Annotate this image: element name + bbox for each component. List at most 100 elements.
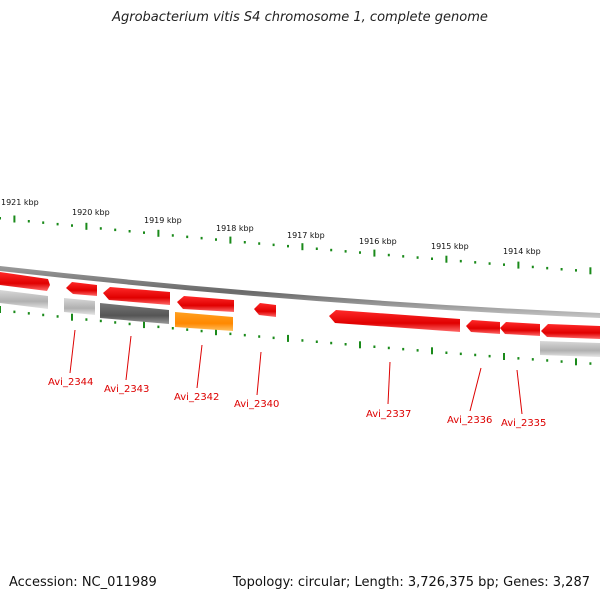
minor-tick: [589, 362, 592, 365]
minor-tick: [99, 319, 102, 323]
minor-tick: [531, 265, 534, 269]
gene-arrow[interactable]: [254, 303, 276, 317]
minor-tick: [445, 351, 448, 354]
minor-tick: [359, 251, 361, 254]
minor-tick: [503, 263, 505, 266]
gene-arrow[interactable]: [177, 296, 234, 312]
minor-tick: [330, 248, 333, 252]
minor-tick: [243, 241, 246, 244]
minor-tick: [56, 315, 59, 318]
gene-box-gray[interactable]: [540, 341, 600, 357]
minor-tick: [560, 268, 563, 271]
gene-label[interactable]: Avi_2342: [174, 392, 219, 403]
minor-tick: [215, 238, 217, 241]
lower-strand-genes: [0, 290, 600, 357]
major-tick: [71, 313, 73, 321]
minor-tick: [301, 339, 304, 342]
minor-tick: [560, 360, 563, 363]
minor-tick: [344, 343, 347, 346]
gene-label[interactable]: Avi_2340: [234, 399, 279, 410]
minor-tick: [459, 352, 462, 356]
minor-tick: [287, 244, 289, 248]
gene-box-orange[interactable]: [175, 312, 233, 331]
minor-tick: [459, 259, 462, 263]
minor-tick: [315, 247, 318, 250]
minor-tick: [13, 310, 16, 314]
minor-tick: [99, 227, 102, 230]
kbp-scale-labels: 1921 kbp 1920 kbp 1919 kbp 1918 kbp 1917…: [1, 198, 541, 256]
gene-arrow[interactable]: [66, 282, 97, 296]
gene-leader-lines: [69, 329, 523, 415]
minor-tick: [128, 322, 131, 326]
minor-tick: [200, 329, 203, 333]
minor-tick: [114, 228, 117, 232]
major-tick: [143, 321, 145, 329]
gene-label[interactable]: Avi_2343: [104, 384, 149, 395]
gene-label[interactable]: Avi_2336: [447, 415, 492, 426]
gene-box-gray[interactable]: [64, 298, 95, 315]
kbp-label: 1920 kbp: [72, 208, 110, 217]
upper-strand-genes: [0, 272, 600, 339]
minor-tick: [546, 266, 549, 270]
minor-tick: [186, 328, 189, 331]
minor-tick: [56, 222, 59, 226]
gene-arrow[interactable]: [466, 320, 500, 334]
minor-tick: [315, 340, 318, 343]
minor-tick: [42, 313, 45, 317]
minor-tick: [373, 345, 376, 348]
major-tick: [359, 341, 361, 349]
gene-label[interactable]: Avi_2337: [366, 409, 411, 420]
minor-tick: [114, 321, 117, 324]
gene-arrow[interactable]: [103, 287, 170, 305]
major-tick: [445, 255, 448, 263]
major-tick: [0, 306, 1, 313]
minor-tick: [531, 358, 534, 361]
minor-tick: [330, 341, 333, 345]
minor-tick: [546, 359, 549, 362]
minor-tick: [488, 262, 491, 265]
gene-arrow[interactable]: [541, 324, 600, 339]
major-tick: [157, 229, 160, 237]
gene-arrow[interactable]: [500, 322, 540, 336]
gene-label[interactable]: Avi_2344: [48, 377, 93, 388]
major-tick: [215, 328, 217, 336]
minor-tick: [387, 346, 390, 350]
gene-box-dark[interactable]: [100, 303, 169, 324]
minor-tick: [243, 333, 246, 337]
minor-tick: [171, 234, 174, 237]
major-tick: [85, 222, 88, 230]
minor-tick: [474, 353, 477, 357]
major-tick: [431, 347, 433, 355]
lower-scale-ticks: [0, 306, 592, 366]
minor-tick: [71, 224, 73, 227]
major-tick: [229, 236, 232, 244]
major-tick: [503, 353, 505, 360]
kbp-label: 1919 kbp: [144, 216, 182, 225]
gene-labels: Avi_2344 Avi_2343 Avi_2342 Avi_2340 Avi_…: [48, 377, 546, 429]
major-tick: [287, 334, 289, 342]
minor-tick: [575, 269, 577, 272]
minor-tick: [128, 230, 131, 233]
gene-arrow[interactable]: [0, 272, 50, 291]
kbp-label: 1916 kbp: [359, 237, 397, 246]
accession-text: Accession: NC_011989: [9, 575, 157, 590]
major-tick: [575, 358, 577, 366]
kbp-label: 1915 kbp: [431, 242, 469, 251]
minor-tick: [27, 312, 30, 315]
gene-label[interactable]: Avi_2335: [501, 418, 546, 429]
minor-tick: [517, 357, 520, 360]
gene-box-gray[interactable]: [0, 290, 48, 309]
minor-tick: [27, 220, 30, 223]
minor-tick: [258, 335, 261, 338]
minor-tick: [272, 243, 275, 247]
kbp-label: 1914 kbp: [503, 247, 541, 256]
minor-tick: [143, 231, 145, 234]
kbp-label: 1918 kbp: [216, 224, 254, 233]
minor-tick: [474, 261, 477, 264]
page-title: Agrobacterium vitis S4 chromosome 1, com…: [112, 10, 488, 25]
gene-arrow[interactable]: [329, 310, 460, 332]
minor-tick: [85, 318, 88, 321]
minor-tick: [416, 349, 419, 352]
